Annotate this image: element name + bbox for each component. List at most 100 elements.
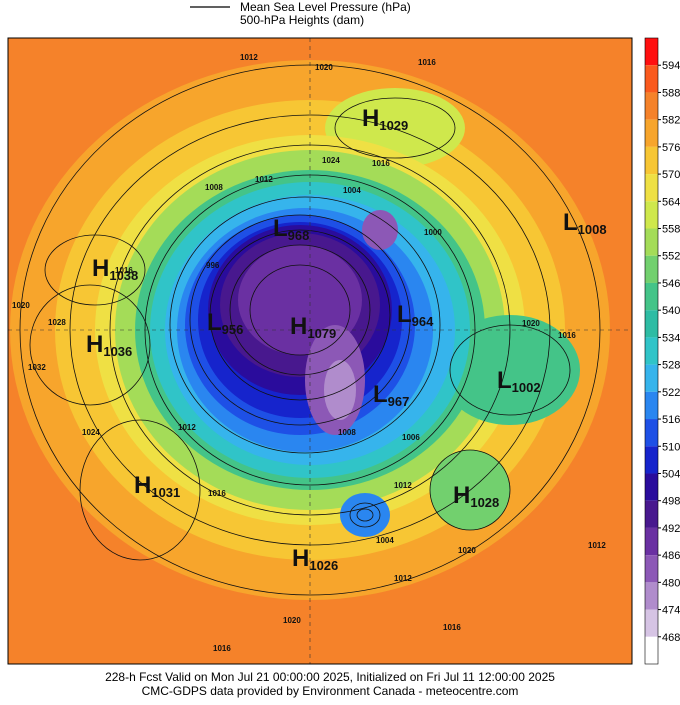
legend-mslp: Mean Sea Level Pressure (hPa) bbox=[240, 0, 411, 14]
center-value: 1038 bbox=[109, 268, 138, 283]
colorbar-cell bbox=[645, 310, 658, 338]
isobar-label: 1020 bbox=[283, 616, 301, 625]
pressure-center: L964 bbox=[397, 301, 434, 329]
colorbar-label: 468 bbox=[662, 632, 680, 644]
center-value: 968 bbox=[288, 228, 310, 243]
center-value: 964 bbox=[412, 314, 434, 329]
isobar-label: 1008 bbox=[205, 183, 223, 192]
center-letter: H bbox=[92, 255, 109, 282]
colorbar-label: 516 bbox=[662, 414, 680, 426]
center-value: 1028 bbox=[470, 495, 499, 510]
colorbar-cell bbox=[645, 582, 658, 610]
isobar-label: 1016 bbox=[208, 489, 226, 498]
colorbar-label: 552 bbox=[662, 251, 680, 263]
center-letter: H bbox=[290, 313, 307, 340]
colorbar-label: 582 bbox=[662, 115, 680, 127]
colorbar-label: 510 bbox=[662, 441, 680, 453]
isobar-label: 1020 bbox=[458, 546, 476, 555]
colorbar-label: 570 bbox=[662, 169, 680, 181]
colorbar-cell bbox=[645, 174, 658, 202]
colorbar-label: 504 bbox=[662, 468, 680, 480]
colorbar-cell bbox=[645, 636, 658, 664]
isobar-label: 1028 bbox=[48, 318, 66, 327]
pressure-center: L967 bbox=[373, 381, 409, 409]
colorbar-label: 528 bbox=[662, 360, 680, 372]
colorbar-cell bbox=[645, 609, 658, 637]
pressure-center: L956 bbox=[207, 309, 243, 337]
center-value: 967 bbox=[388, 394, 410, 409]
center-letter: H bbox=[134, 472, 151, 499]
colorbar-label: 588 bbox=[662, 87, 680, 99]
colorbar-cell bbox=[645, 38, 658, 66]
isobar-label: 1006 bbox=[402, 433, 420, 442]
center-letter: L bbox=[373, 381, 388, 408]
colorbar-cell bbox=[645, 255, 658, 283]
pressure-center: H1028 bbox=[453, 482, 499, 510]
isobar-label: 1016 bbox=[443, 623, 461, 632]
colorbar-label: 522 bbox=[662, 387, 680, 399]
isobar-label: 1004 bbox=[343, 186, 361, 195]
map-field bbox=[8, 38, 632, 664]
colorbar-cell bbox=[645, 282, 658, 311]
isobar-label: 1012 bbox=[178, 423, 196, 432]
colorbar-cell bbox=[645, 201, 658, 229]
legend-heights: 500-hPa Heights (dam) bbox=[240, 13, 364, 27]
colorbar-cell bbox=[645, 65, 658, 93]
colorbar-label: 540 bbox=[662, 305, 680, 317]
pressure-center: H1029 bbox=[362, 105, 408, 133]
center-letter: L bbox=[563, 209, 578, 236]
isobar-label: 1016 bbox=[558, 331, 576, 340]
pressure-center: L968 bbox=[273, 215, 309, 243]
colorbar-cell bbox=[645, 146, 658, 175]
isobar-label: 1000 bbox=[424, 228, 442, 237]
footer-credit: CMC-GDPS data provided by Environment Ca… bbox=[142, 684, 519, 698]
colorbar-cell bbox=[645, 337, 658, 365]
isobar-label: 1012 bbox=[255, 175, 273, 184]
isobar-label: 1020 bbox=[315, 63, 333, 72]
colorbar-label: 474 bbox=[662, 605, 680, 617]
colorbar: 594 588 582 576 570 564 558 552 546 540 534 528 522 5… bbox=[644, 37, 680, 665]
center-letter: L bbox=[497, 367, 512, 394]
isobar-label: 1012 bbox=[240, 53, 258, 62]
colorbar-cell bbox=[645, 391, 658, 420]
colorbar-cell bbox=[645, 446, 658, 474]
colorbar-label: 594 bbox=[662, 60, 680, 72]
isobar-label: 1020 bbox=[522, 319, 540, 328]
colorbar-label: 534 bbox=[662, 332, 680, 344]
footer-forecast: 228-h Fcst Valid on Mon Jul 21 00:00:00 … bbox=[105, 670, 555, 684]
center-letter: H bbox=[453, 482, 470, 509]
isobar-label: 1032 bbox=[28, 363, 46, 372]
isobar-label: 1016 bbox=[213, 644, 231, 653]
center-value: 1002 bbox=[512, 380, 541, 395]
pressure-center: H1026 bbox=[292, 545, 338, 573]
isobar-label: 1012 bbox=[394, 574, 412, 583]
isobar-labels: 1012 1020 1016 1024 1016 1012 1008 1004 1020 1028… bbox=[12, 53, 606, 653]
center-letter: L bbox=[273, 215, 288, 242]
pressure-center: H1079 bbox=[290, 313, 336, 341]
colorbar-cell bbox=[645, 364, 658, 392]
colorbar-cell bbox=[645, 500, 658, 528]
isobar-label: 1004 bbox=[376, 536, 394, 545]
pressure-center: H1038 bbox=[92, 255, 138, 283]
isobar-label: 1012 bbox=[394, 481, 412, 490]
center-value: 1079 bbox=[307, 326, 336, 341]
colorbar-label: 492 bbox=[662, 523, 680, 535]
isobar-label: 1024 bbox=[322, 156, 340, 165]
colorbar-label: 576 bbox=[662, 142, 680, 154]
colorbar-label: 558 bbox=[662, 224, 680, 236]
colorbar-frame bbox=[644, 37, 659, 665]
center-value: 1008 bbox=[578, 222, 607, 237]
colorbar-cell bbox=[645, 419, 658, 447]
isobar-label: 996 bbox=[206, 261, 220, 270]
center-value: 1026 bbox=[309, 558, 338, 573]
isobar-label: 1008 bbox=[338, 428, 356, 437]
map-frame bbox=[7, 37, 633, 665]
center-letter: L bbox=[397, 301, 412, 328]
isobar-label: 1020 bbox=[12, 301, 30, 310]
pressure-center: H1031 bbox=[134, 472, 180, 500]
pressure-centers: H1029H1038H1036H1031H1026H1028L1002L1008… bbox=[86, 105, 607, 573]
colorbar-cell bbox=[645, 228, 658, 256]
isobar-label: 1016 bbox=[372, 159, 390, 168]
center-value: 1029 bbox=[379, 118, 408, 133]
